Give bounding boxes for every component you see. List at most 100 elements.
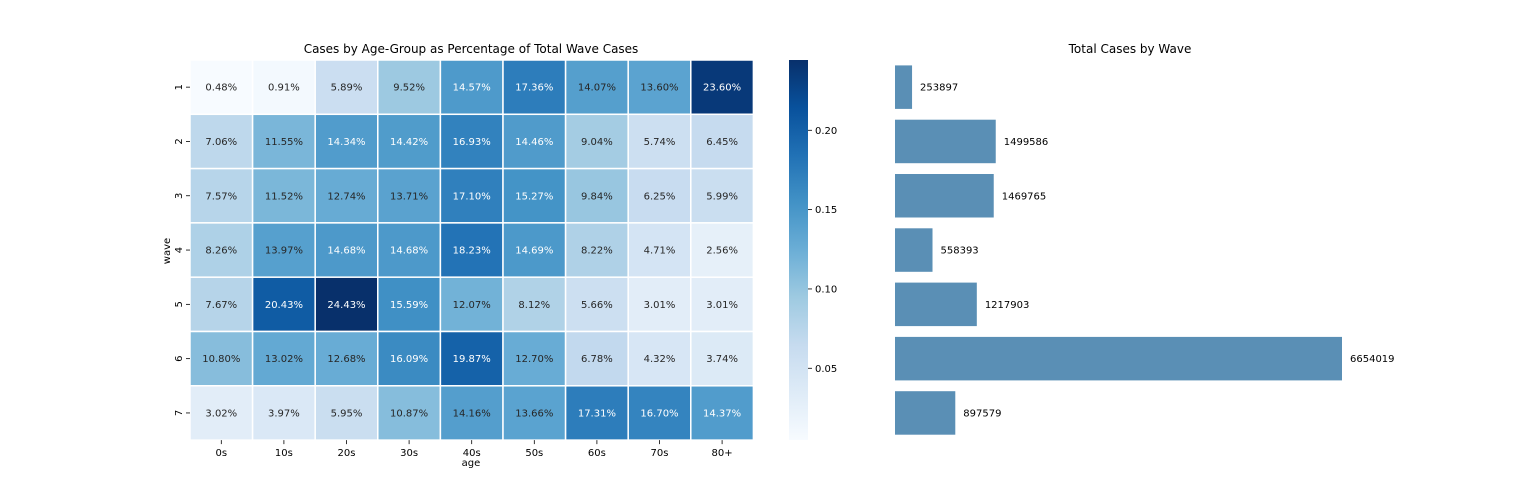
heatmap-cell-label: 14.34%: [327, 137, 365, 148]
heatmap-cell: [690, 276, 755, 333]
heatmap-x-ticks: 0s 10s 20s 30s 40s 50s 60s 70s 80+: [216, 440, 733, 459]
x-tick-label: 0s: [216, 448, 228, 459]
bar-chart: Total Cases by Wave 253897 1499586 1469765…: [895, 42, 1395, 435]
y-tick-label: 3: [174, 193, 185, 199]
heatmap-cell: [314, 385, 379, 441]
heatmap-cell: [439, 385, 504, 441]
wave-bar: [895, 65, 913, 109]
heatmap-cell: [627, 385, 692, 441]
colorbar-gradient: [789, 60, 808, 440]
wave-bar-value-label: 253897: [920, 83, 958, 94]
heatmap-cell: [314, 167, 379, 224]
heatmap-cell: [502, 276, 567, 333]
heatmap-cell-label: 7.67%: [205, 300, 237, 311]
heatmap-cell: [502, 59, 567, 116]
heatmap-cell-label: 16.93%: [453, 137, 491, 148]
y-tick-label: 7: [174, 410, 185, 416]
heatmap-cell-label: 17.31%: [578, 408, 616, 419]
colorbar-tick-label: 0.10: [815, 284, 837, 295]
heatmap-cell-label: 13.60%: [640, 83, 678, 94]
heatmap-cell-label: 2.56%: [706, 246, 738, 257]
y-tick-label: 4: [174, 247, 185, 253]
heatmap-cell-label: 18.23%: [453, 246, 491, 257]
heatmap-cell: [690, 222, 755, 278]
heatmap-cell: [377, 330, 442, 387]
heatmap-cell-label: 14.37%: [703, 408, 741, 419]
heatmap-cell-label: 16.70%: [640, 408, 678, 419]
heatmap-cell-label: 10.80%: [202, 354, 240, 365]
heatmap-cell-label: 5.99%: [706, 191, 738, 202]
heatmap-title: Cases by Age-Group as Percentage of Tota…: [304, 42, 639, 56]
heatmap-cell-label: 7.06%: [205, 137, 237, 148]
wave-bar: [895, 174, 994, 218]
wave-bar-value-label: 897579: [963, 408, 1001, 419]
x-tick-label: 80+: [712, 448, 733, 459]
heatmap-cell-label: 5.95%: [331, 408, 363, 419]
heatmap-cell-label: 12.70%: [515, 354, 553, 365]
heatmap-cell-label: 17.10%: [453, 191, 491, 202]
heatmap-cell-label: 13.02%: [265, 354, 303, 365]
heatmap-cell: [189, 385, 254, 441]
heatmap-cell-label: 15.59%: [390, 300, 428, 311]
wave-bar: [895, 119, 996, 164]
heatmap-cell: [377, 222, 442, 278]
heatmap-cell-label: 14.69%: [515, 246, 553, 257]
heatmap-cell: [627, 330, 692, 387]
heatmap-cell-label: 17.36%: [515, 83, 553, 94]
wave-bar-value-label: 1469765: [1002, 191, 1047, 202]
heatmap-cell: [439, 330, 504, 387]
heatmap-cell: [189, 222, 254, 278]
heatmap-cell: [251, 222, 316, 278]
heatmap-cell: [690, 385, 755, 441]
heatmap-cell: [690, 330, 755, 387]
heatmap-cell: [314, 113, 379, 170]
heatmap-cell-label: 3.74%: [706, 354, 738, 365]
heatmap-cell-label: 11.55%: [265, 137, 303, 148]
heatmap-cell-label: 5.66%: [581, 300, 613, 311]
heatmap-cell-label: 3.02%: [205, 408, 237, 419]
heatmap-cell-label: 16.09%: [390, 354, 428, 365]
x-tick-label: 20s: [338, 448, 356, 459]
bar-chart-title: Total Cases by Wave: [1068, 42, 1192, 56]
colorbar: 0.05 0.10 0.15 0.20: [789, 60, 837, 440]
heatmap-cell-label: 4.71%: [644, 246, 676, 257]
heatmap-cell-label: 14.07%: [578, 83, 616, 94]
heatmap-cell: [189, 113, 254, 170]
heatmap-cell: [627, 59, 692, 116]
heatmap-cell-label: 14.16%: [453, 408, 491, 419]
heatmap-cell: [564, 113, 629, 170]
heatmap-cell-label: 14.57%: [453, 83, 491, 94]
heatmap-cell-label: 6.45%: [706, 137, 738, 148]
heatmap-cell-label: 8.12%: [518, 300, 550, 311]
heatmap-cell-label: 13.66%: [515, 408, 553, 419]
heatmap-cell-label: 14.68%: [390, 246, 428, 257]
y-tick-label: 6: [174, 355, 185, 361]
wave-bar: [895, 228, 933, 272]
heatmap-cell-label: 19.87%: [453, 354, 491, 365]
heatmap-chart: Cases by Age-Group as Percentage of Tota…: [162, 42, 755, 469]
heatmap-y-axis-label: wave: [162, 238, 173, 264]
heatmap-cell-label: 12.07%: [453, 300, 491, 311]
heatmap-cell-label: 8.22%: [581, 246, 613, 257]
x-tick-label: 50s: [525, 448, 543, 459]
heatmap-cell: [690, 167, 755, 224]
y-tick-label: 2: [174, 138, 185, 144]
heatmap-cell: [189, 276, 254, 333]
heatmap-cell: [377, 276, 442, 333]
heatmap-cells: 0.48% 0.91% 5.89% 9.52% 14.57% 17.36% 14.07% 13…: [189, 59, 755, 441]
heatmap-cell-label: 4.32%: [644, 354, 676, 365]
heatmap-cell-label: 0.48%: [205, 83, 237, 94]
heatmap-cell-label: 8.26%: [205, 246, 237, 257]
heatmap-cell-label: 10.87%: [390, 408, 428, 419]
wave-bar-value-label: 1499586: [1004, 137, 1049, 148]
heatmap-cell-label: 14.68%: [327, 246, 365, 257]
heatmap-cell-label: 3.01%: [706, 300, 738, 311]
colorbar-tick-label: 0.15: [815, 205, 837, 216]
bar-marks: 253897 1499586 1469765 558393 1217903 6654019…: [895, 65, 1395, 435]
x-tick-label: 30s: [400, 448, 418, 459]
heatmap-cell-label: 5.89%: [331, 83, 363, 94]
colorbar-tick-label: 0.20: [815, 126, 837, 137]
heatmap-cell: [189, 330, 254, 387]
heatmap-cell: [251, 330, 316, 387]
